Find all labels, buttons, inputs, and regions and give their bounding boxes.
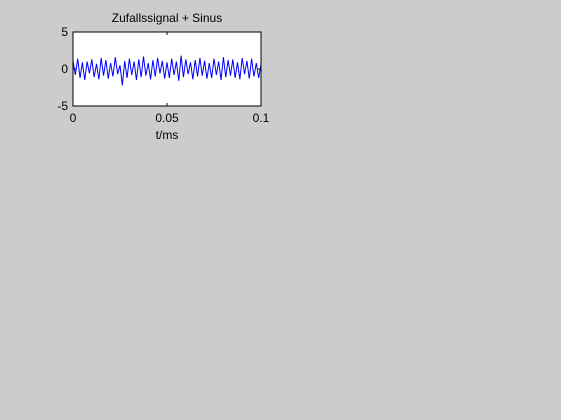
tick-marks	[72, 31, 262, 107]
xtick-label-left: 0	[70, 111, 77, 125]
series-line-0	[72, 55, 262, 86]
xtick-label-mid: 0.05	[155, 111, 179, 125]
ytick-label-bottom: -5	[57, 99, 68, 113]
ytick-label-top: 5	[61, 25, 68, 39]
x-axis-label: t/ms	[156, 128, 179, 142]
series-layer	[72, 55, 262, 86]
ytick-label-mid: 0	[61, 62, 68, 76]
xtick-label-right: 0.1	[253, 111, 270, 125]
chart-title: Zufallssignal + Sinus	[112, 11, 222, 25]
plot-area	[73, 32, 261, 106]
